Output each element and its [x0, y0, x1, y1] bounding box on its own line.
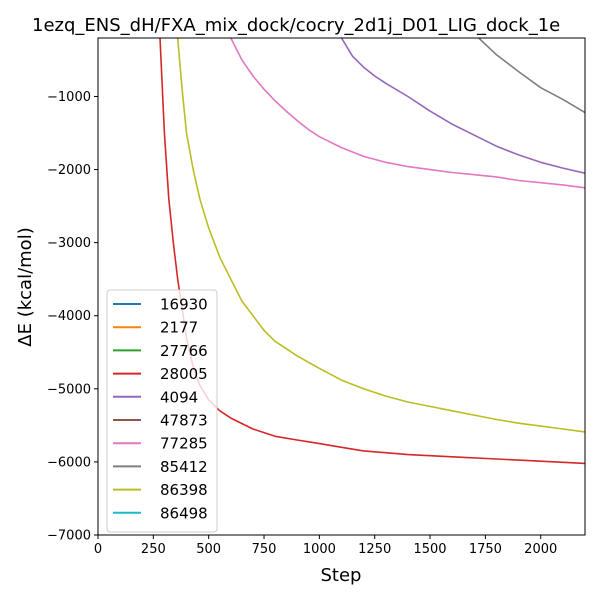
plot-area	[159, 38, 585, 465]
legend-label: 4094	[160, 388, 198, 406]
chart-title: 1ezq_ENS_dH/FXA_mix_dock/cocry_2d1j_D01_…	[32, 15, 560, 36]
x-tick-label: 1500	[413, 542, 446, 557]
x-tick-label: 500	[196, 542, 221, 557]
y-tick-label: −5000	[47, 382, 91, 397]
legend-label: 28005	[160, 365, 208, 383]
plot-frame	[97, 37, 586, 536]
legend-label: 86398	[160, 481, 208, 499]
legend: 16930 2177 27766 28005 4094 47873 77285 85412 86…	[106, 289, 218, 533]
y-tick-label: −1000	[47, 90, 91, 105]
legend-label: 47873	[160, 412, 208, 430]
x-tick-label: 1750	[469, 542, 502, 557]
y-tick-label: −3000	[47, 236, 91, 251]
y-tick-label: −4000	[47, 309, 91, 324]
x-tick-label: 750	[252, 542, 277, 557]
legend-label: 16930	[160, 296, 208, 314]
series-line-77285	[230, 38, 585, 189]
series-line-28005	[159, 38, 585, 465]
legend-label: 2177	[160, 319, 198, 337]
y-axis-title: ΔE (kcal/mol)	[15, 227, 36, 346]
x-tick-label: 2000	[524, 542, 557, 557]
y-tick-label: −6000	[47, 455, 91, 470]
x-tick-label: 0	[94, 542, 102, 557]
legend-label: 86498	[160, 504, 208, 522]
x-axis: 0 250 500 750 1000 1250 1500 1750 2000	[94, 535, 557, 557]
x-tick-label: 1250	[358, 542, 391, 557]
legend-label: 27766	[160, 342, 208, 360]
legend-label: 85412	[160, 458, 208, 476]
series-line-4094	[340, 38, 585, 174]
x-axis-title: Step	[321, 565, 362, 586]
y-tick-label: −2000	[47, 163, 91, 178]
x-tick-label: 1000	[303, 542, 336, 557]
y-axis: −7000 −6000 −5000 −4000 −3000 −2000 −1000	[47, 90, 98, 544]
legend-label: 77285	[160, 435, 208, 453]
x-tick-label: 250	[141, 542, 166, 557]
y-tick-label: −7000	[47, 529, 91, 544]
series-line-85412	[478, 38, 585, 114]
series-line-86398	[176, 38, 585, 433]
